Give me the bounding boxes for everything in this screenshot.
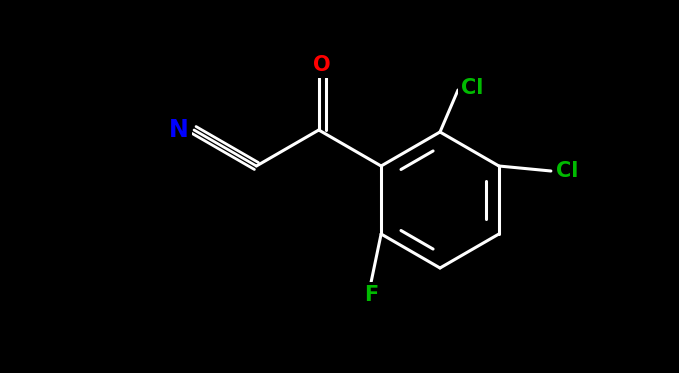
Text: O: O bbox=[313, 55, 331, 75]
Text: N: N bbox=[169, 118, 189, 142]
Text: F: F bbox=[364, 285, 378, 305]
Text: Cl: Cl bbox=[555, 161, 578, 181]
Text: Cl: Cl bbox=[461, 78, 483, 98]
